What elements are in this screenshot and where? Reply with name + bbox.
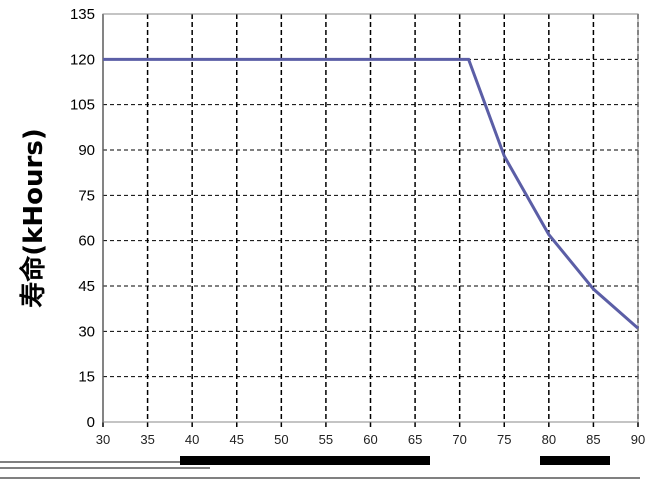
footer-bar-left bbox=[180, 456, 430, 465]
x-tick-label-0: 30 bbox=[96, 432, 110, 447]
grid-lines bbox=[102, 13, 639, 427]
x-tick-label-5: 55 bbox=[319, 432, 333, 447]
y-tick-label-3: 45 bbox=[78, 278, 95, 295]
y-tick-label-9: 135 bbox=[70, 6, 95, 23]
y-tick-label-7: 105 bbox=[70, 97, 95, 114]
x-tick-label-9: 75 bbox=[497, 432, 511, 447]
x-tick-label-11: 85 bbox=[586, 432, 600, 447]
series-line bbox=[103, 57, 639, 330]
footer-bar-right bbox=[540, 456, 610, 465]
y-axis-ticks: 0 15 30 45 60 75 90 105 120 135 bbox=[70, 6, 95, 431]
y-tick-label-2: 30 bbox=[78, 323, 95, 340]
x-tick-label-12: 90 bbox=[631, 432, 645, 447]
y-tick-label-5: 75 bbox=[78, 187, 95, 204]
x-axis-ticks: 30 35 40 45 50 55 60 65 70 75 80 85 90 bbox=[96, 432, 645, 447]
x-tick-label-4: 50 bbox=[274, 432, 288, 447]
x-tick-label-8: 70 bbox=[452, 432, 466, 447]
y-tick-label-1: 15 bbox=[78, 369, 95, 386]
x-tick-label-6: 60 bbox=[363, 432, 377, 447]
x-tick-label-10: 80 bbox=[542, 432, 556, 447]
x-tick-label-1: 35 bbox=[140, 432, 154, 447]
y-tick-label-4: 60 bbox=[78, 233, 95, 250]
x-tick-label-7: 65 bbox=[408, 432, 422, 447]
footer-bar bbox=[0, 456, 640, 479]
y-axis-label: 寿命(kHours) bbox=[18, 128, 49, 308]
y-tick-label-6: 90 bbox=[78, 142, 95, 159]
x-tick-label-2: 40 bbox=[185, 432, 199, 447]
y-tick-label-0: 0 bbox=[87, 414, 95, 431]
plot-area bbox=[102, 13, 639, 423]
y-tick-label-8: 120 bbox=[70, 51, 95, 68]
x-tick-label-3: 45 bbox=[230, 432, 244, 447]
